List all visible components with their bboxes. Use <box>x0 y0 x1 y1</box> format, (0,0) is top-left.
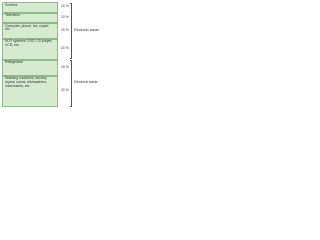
group-bracket <box>70 60 72 107</box>
segment <box>2 12 58 23</box>
group-label: Electronic waste <box>74 27 99 32</box>
chart: Screens 10 % Television 10 % Computer, phone… <box>0 0 100 110</box>
segment <box>2 23 58 39</box>
value-label: 15 % <box>61 64 69 69</box>
segment <box>2 38 58 60</box>
segment-label: Screens <box>5 2 18 7</box>
value-label: 10 % <box>61 4 69 9</box>
group-bracket <box>70 2 72 60</box>
segment-label: Washing machines, laundry dryers, ovens,… <box>5 76 48 88</box>
value-label: 10 % <box>61 14 69 19</box>
segment <box>2 59 58 76</box>
value-label: 30 % <box>61 88 69 93</box>
value-label: 15 % <box>61 27 69 32</box>
segment-label: Television <box>5 13 20 17</box>
segment <box>2 2 58 13</box>
segment-label: Refrigerator <box>5 60 23 65</box>
segment-label: Computer, phone, fax, copier, etc. <box>5 23 50 32</box>
segment-label: Hi-Fi systems, DVD, CD player, VCR, etc. <box>5 39 53 48</box>
group-label: Electrical waste <box>74 80 98 85</box>
segment <box>2 75 58 107</box>
value-label: 20 % <box>61 46 69 51</box>
